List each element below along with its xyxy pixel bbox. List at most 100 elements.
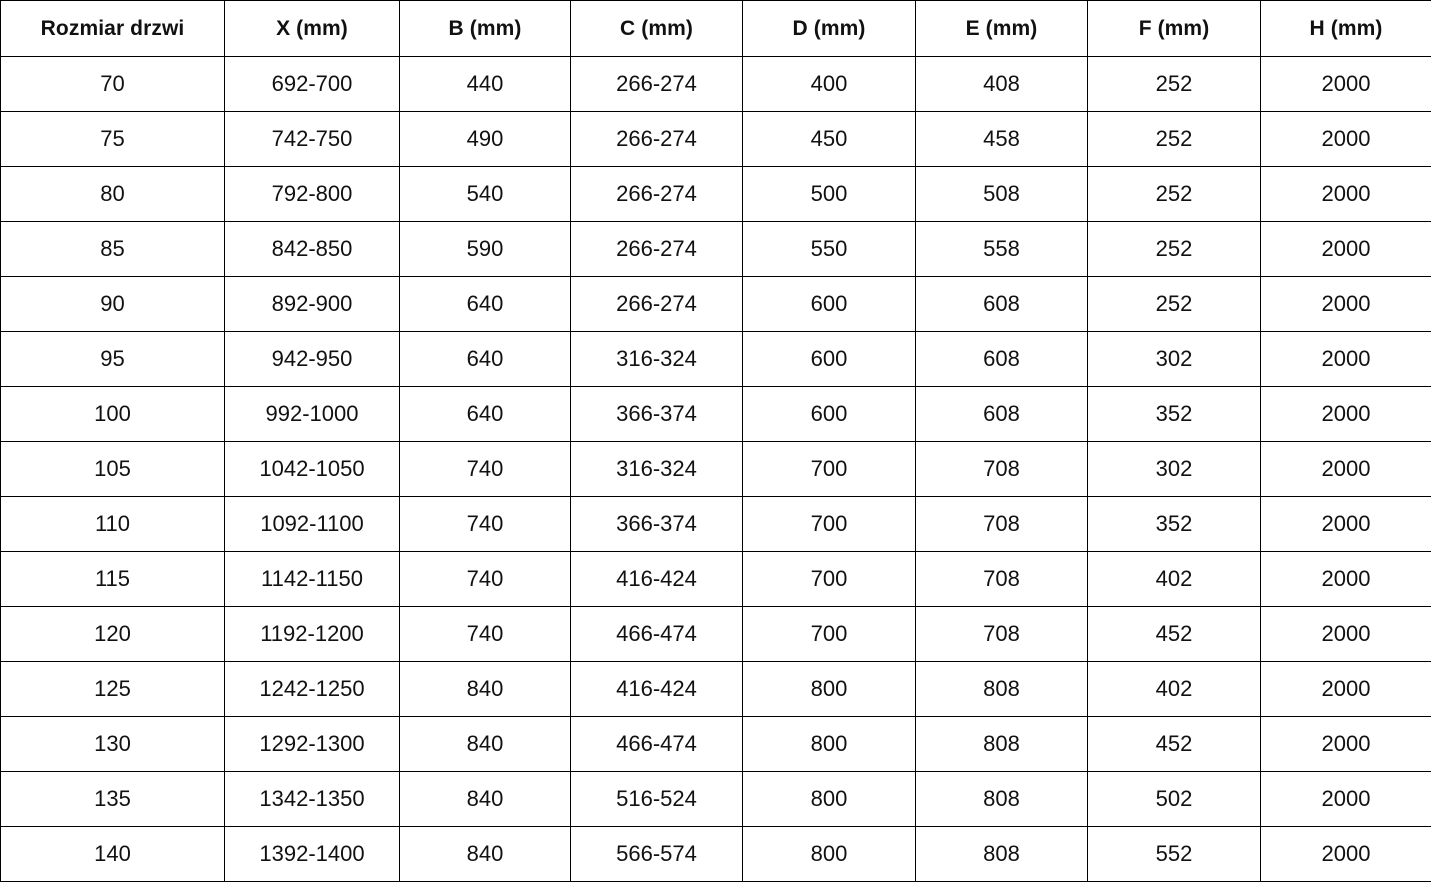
cell-f: 252 bbox=[1088, 167, 1261, 222]
cell-rozmiar-drzwi: 110 bbox=[1, 497, 225, 552]
cell-c: 266-274 bbox=[571, 57, 743, 112]
cell-rozmiar-drzwi: 100 bbox=[1, 387, 225, 442]
cell-d: 800 bbox=[743, 772, 916, 827]
cell-f: 352 bbox=[1088, 387, 1261, 442]
cell-f: 552 bbox=[1088, 827, 1261, 882]
cell-x: 1292-1300 bbox=[225, 717, 400, 772]
cell-rozmiar-drzwi: 135 bbox=[1, 772, 225, 827]
cell-c: 516-524 bbox=[571, 772, 743, 827]
cell-rozmiar-drzwi: 95 bbox=[1, 332, 225, 387]
cell-f: 302 bbox=[1088, 442, 1261, 497]
cell-f: 252 bbox=[1088, 112, 1261, 167]
cell-rozmiar-drzwi: 105 bbox=[1, 442, 225, 497]
cell-c: 466-474 bbox=[571, 607, 743, 662]
cell-x: 1342-1350 bbox=[225, 772, 400, 827]
cell-rozmiar-drzwi: 75 bbox=[1, 112, 225, 167]
column-header-e: E (mm) bbox=[916, 1, 1088, 57]
column-header-d: D (mm) bbox=[743, 1, 916, 57]
cell-e: 808 bbox=[916, 827, 1088, 882]
table-row: 95 942-950 640 316-324 600 608 302 2000 bbox=[1, 332, 1431, 387]
cell-b: 640 bbox=[400, 277, 571, 332]
cell-b: 840 bbox=[400, 772, 571, 827]
cell-h: 2000 bbox=[1261, 607, 1431, 662]
cell-e: 708 bbox=[916, 552, 1088, 607]
cell-b: 740 bbox=[400, 552, 571, 607]
cell-rozmiar-drzwi: 140 bbox=[1, 827, 225, 882]
cell-d: 700 bbox=[743, 442, 916, 497]
cell-h: 2000 bbox=[1261, 112, 1431, 167]
cell-b: 740 bbox=[400, 442, 571, 497]
cell-b: 490 bbox=[400, 112, 571, 167]
cell-f: 452 bbox=[1088, 607, 1261, 662]
cell-h: 2000 bbox=[1261, 552, 1431, 607]
table-row: 130 1292-1300 840 466-474 800 808 452 20… bbox=[1, 717, 1431, 772]
column-header-f: F (mm) bbox=[1088, 1, 1261, 57]
cell-e: 808 bbox=[916, 772, 1088, 827]
cell-d: 800 bbox=[743, 662, 916, 717]
cell-e: 608 bbox=[916, 387, 1088, 442]
table-row: 75 742-750 490 266-274 450 458 252 2000 bbox=[1, 112, 1431, 167]
cell-e: 708 bbox=[916, 442, 1088, 497]
cell-c: 316-324 bbox=[571, 442, 743, 497]
cell-c: 266-274 bbox=[571, 277, 743, 332]
table-row: 115 1142-1150 740 416-424 700 708 402 20… bbox=[1, 552, 1431, 607]
cell-e: 608 bbox=[916, 332, 1088, 387]
cell-x: 742-750 bbox=[225, 112, 400, 167]
cell-f: 402 bbox=[1088, 662, 1261, 717]
cell-c: 266-274 bbox=[571, 167, 743, 222]
cell-e: 808 bbox=[916, 717, 1088, 772]
cell-rozmiar-drzwi: 80 bbox=[1, 167, 225, 222]
table-row: 80 792-800 540 266-274 500 508 252 2000 bbox=[1, 167, 1431, 222]
cell-b: 840 bbox=[400, 717, 571, 772]
cell-h: 2000 bbox=[1261, 662, 1431, 717]
cell-e: 458 bbox=[916, 112, 1088, 167]
cell-rozmiar-drzwi: 70 bbox=[1, 57, 225, 112]
cell-rozmiar-drzwi: 115 bbox=[1, 552, 225, 607]
cell-x: 792-800 bbox=[225, 167, 400, 222]
cell-d: 700 bbox=[743, 552, 916, 607]
cell-e: 708 bbox=[916, 607, 1088, 662]
cell-rozmiar-drzwi: 120 bbox=[1, 607, 225, 662]
table-row: 120 1192-1200 740 466-474 700 708 452 20… bbox=[1, 607, 1431, 662]
cell-f: 252 bbox=[1088, 277, 1261, 332]
cell-e: 508 bbox=[916, 167, 1088, 222]
cell-b: 540 bbox=[400, 167, 571, 222]
cell-x: 1142-1150 bbox=[225, 552, 400, 607]
cell-f: 502 bbox=[1088, 772, 1261, 827]
cell-d: 700 bbox=[743, 607, 916, 662]
cell-rozmiar-drzwi: 130 bbox=[1, 717, 225, 772]
cell-f: 302 bbox=[1088, 332, 1261, 387]
cell-h: 2000 bbox=[1261, 57, 1431, 112]
table-row: 135 1342-1350 840 516-524 800 808 502 20… bbox=[1, 772, 1431, 827]
cell-c: 566-574 bbox=[571, 827, 743, 882]
cell-d: 550 bbox=[743, 222, 916, 277]
cell-x: 1242-1250 bbox=[225, 662, 400, 717]
cell-f: 352 bbox=[1088, 497, 1261, 552]
cell-f: 252 bbox=[1088, 222, 1261, 277]
cell-b: 640 bbox=[400, 387, 571, 442]
cell-f: 402 bbox=[1088, 552, 1261, 607]
column-header-b: B (mm) bbox=[400, 1, 571, 57]
cell-e: 608 bbox=[916, 277, 1088, 332]
cell-d: 800 bbox=[743, 717, 916, 772]
cell-rozmiar-drzwi: 85 bbox=[1, 222, 225, 277]
cell-b: 840 bbox=[400, 662, 571, 717]
cell-b: 840 bbox=[400, 827, 571, 882]
cell-h: 2000 bbox=[1261, 497, 1431, 552]
cell-x: 1092-1100 bbox=[225, 497, 400, 552]
cell-e: 408 bbox=[916, 57, 1088, 112]
cell-c: 416-424 bbox=[571, 662, 743, 717]
cell-x: 1192-1200 bbox=[225, 607, 400, 662]
cell-d: 450 bbox=[743, 112, 916, 167]
cell-h: 2000 bbox=[1261, 277, 1431, 332]
table-row: 85 842-850 590 266-274 550 558 252 2000 bbox=[1, 222, 1431, 277]
cell-x: 992-1000 bbox=[225, 387, 400, 442]
cell-b: 590 bbox=[400, 222, 571, 277]
column-header-x: X (mm) bbox=[225, 1, 400, 57]
table-row: 105 1042-1050 740 316-324 700 708 302 20… bbox=[1, 442, 1431, 497]
cell-d: 600 bbox=[743, 277, 916, 332]
column-header-c: C (mm) bbox=[571, 1, 743, 57]
column-header-h: H (mm) bbox=[1261, 1, 1431, 57]
